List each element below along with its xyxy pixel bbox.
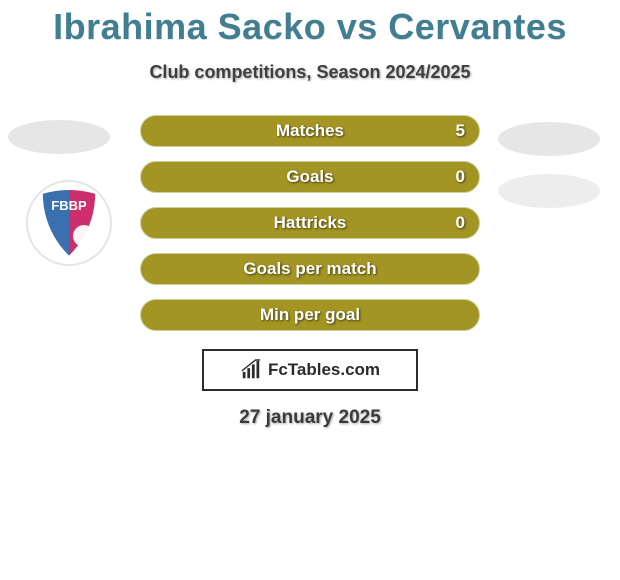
brand-box[interactable]: FcTables.com [202, 349, 418, 391]
stat-label: Matches [276, 121, 344, 141]
stat-row-goals: Goals 0 [140, 161, 480, 193]
player-avatar-right-top [498, 122, 600, 156]
stat-label: Min per goal [260, 305, 360, 325]
page-title: Ibrahima Sacko vs Cervantes [0, 0, 620, 48]
stat-row-matches: Matches 5 [140, 115, 480, 147]
club-badge-text: FBBP [51, 198, 87, 213]
date-label: 27 january 2025 [0, 407, 620, 429]
stat-value: 0 [456, 167, 465, 187]
stat-label: Goals per match [243, 259, 376, 279]
stat-row-min-per-goal: Min per goal [140, 299, 480, 331]
club-shield-icon: FBBP [36, 188, 102, 258]
page-subtitle: Club competitions, Season 2024/2025 [0, 62, 620, 83]
player-avatar-right-bottom [498, 174, 600, 208]
stat-value: 0 [456, 213, 465, 233]
brand-text: FcTables.com [268, 360, 380, 380]
stat-label: Goals [286, 167, 333, 187]
bar-chart-icon [240, 359, 262, 381]
stat-label: Hattricks [274, 213, 347, 233]
stat-value: 5 [456, 121, 465, 141]
player-avatar-left [8, 120, 110, 154]
club-badge: FBBP [26, 180, 112, 266]
stat-row-hattricks: Hattricks 0 [140, 207, 480, 239]
stat-row-goals-per-match: Goals per match [140, 253, 480, 285]
